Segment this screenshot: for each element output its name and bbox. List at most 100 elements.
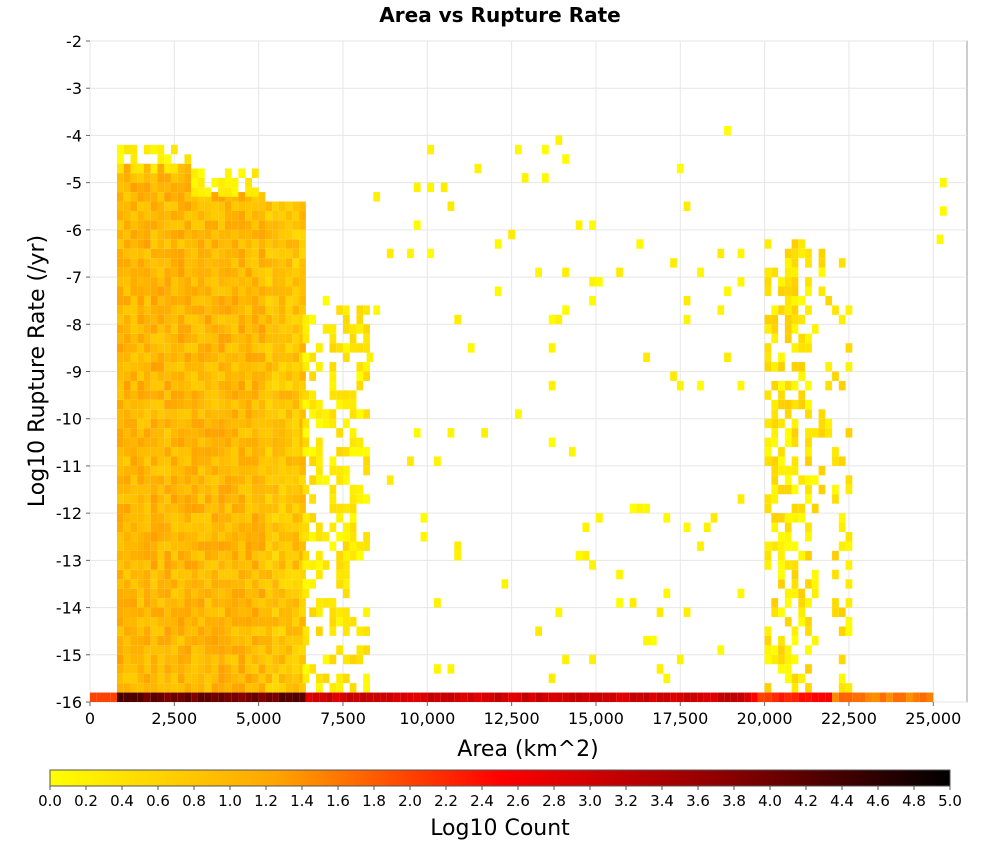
heatmap-cell (764, 314, 772, 325)
heatmap-cell (336, 579, 343, 589)
heatmap-cell (643, 692, 650, 702)
heatmap-cell (184, 192, 192, 202)
heatmap-cell (238, 692, 246, 702)
heatmap-cell (285, 626, 293, 636)
heatmap-cell (363, 305, 370, 315)
heatmap-cell (184, 201, 192, 211)
heatmap-cell (329, 617, 337, 627)
heatmap-cell (197, 598, 205, 608)
heatmap-cell (211, 239, 219, 249)
heatmap-cell (238, 409, 246, 419)
heatmap-cell (582, 692, 590, 702)
heatmap-cell (211, 437, 219, 448)
heatmap-cell (278, 314, 286, 325)
heatmap-cell (589, 295, 596, 306)
heatmap-cell (265, 371, 273, 381)
heatmap-cell (238, 541, 246, 551)
heatmap-cell (798, 607, 806, 618)
heatmap-cell (143, 607, 151, 618)
heatmap-cell (211, 532, 219, 542)
heatmap-cell (177, 598, 185, 608)
heatmap-cell (238, 390, 246, 400)
heatmap-cell (315, 447, 323, 457)
heatmap-cell (454, 692, 462, 702)
heatmap-cell (784, 305, 792, 315)
heatmap-cell (204, 239, 212, 249)
heatmap-cell (218, 626, 225, 636)
heatmap-cell (130, 210, 138, 221)
heatmap-cell (838, 683, 846, 693)
heatmap-cell (116, 617, 124, 627)
heatmap-cell (386, 248, 394, 259)
heatmap-cell (636, 503, 644, 514)
heatmap-cell (191, 314, 198, 325)
heatmap-cell (285, 645, 293, 655)
heatmap-cell (130, 484, 138, 495)
heatmap-cell (191, 362, 198, 372)
heatmap-cell (164, 456, 171, 466)
heatmap-cell (342, 503, 350, 514)
heatmap-cell (285, 513, 293, 523)
heatmap-cell (258, 635, 266, 646)
heatmap-cell (191, 579, 198, 589)
colorbar-tick-label: 2.2 (434, 792, 458, 810)
heatmap-cell (265, 569, 273, 580)
heatmap-cell (764, 683, 772, 693)
heatmap-cell (272, 248, 279, 259)
heatmap-cell (309, 447, 316, 457)
heatmap-cell (238, 456, 246, 466)
heatmap-cell (838, 607, 846, 618)
y-tick-label: -9 (66, 363, 82, 382)
heatmap-cell (258, 239, 266, 249)
heatmap-cell (211, 626, 219, 636)
heatmap-cell (278, 324, 286, 334)
heatmap-cell (177, 201, 185, 211)
heatmap-cell (116, 220, 124, 230)
heatmap-cell (143, 626, 151, 636)
heatmap-cell (157, 588, 165, 599)
heatmap-cell (177, 210, 185, 221)
heatmap-cell (224, 295, 232, 306)
heatmap-cell (278, 484, 286, 495)
heatmap-cell (575, 550, 583, 561)
heatmap-cell (164, 258, 171, 268)
heatmap-cell (245, 673, 252, 684)
heatmap-cell (420, 513, 428, 523)
heatmap-cell (191, 239, 198, 249)
heatmap-cell (278, 220, 286, 230)
heatmap-cell (191, 569, 198, 580)
heatmap-cell (342, 560, 350, 570)
heatmap-cell (170, 645, 178, 655)
heatmap-cell (143, 635, 151, 646)
heatmap-cell (123, 182, 131, 193)
heatmap-cell (123, 683, 131, 693)
heatmap-cell (170, 607, 178, 618)
heatmap-cell (130, 343, 138, 353)
heatmap-cell (123, 144, 131, 155)
heatmap-cell (346, 692, 354, 702)
heatmap-cell (845, 683, 853, 693)
heatmap-cell (204, 286, 212, 296)
heatmap-cell (218, 532, 225, 542)
heatmap-cell (157, 532, 165, 542)
heatmap-cell (764, 267, 772, 278)
heatmap-cell (336, 645, 343, 655)
heatmap-cell (130, 333, 138, 344)
heatmap-cell (309, 475, 316, 485)
heatmap-cell (329, 626, 337, 636)
heatmap-cell (811, 428, 819, 438)
heatmap-cell (204, 314, 212, 325)
colorbar-tick-label: 0.0 (38, 792, 62, 810)
heatmap-cell (238, 579, 246, 589)
heatmap-cell (238, 607, 246, 618)
heatmap-cell (285, 522, 293, 533)
heatmap-cell (123, 560, 131, 570)
heatmap-cell (116, 645, 124, 655)
heatmap-cell (191, 494, 198, 504)
heatmap-cell (130, 399, 138, 410)
heatmap-cell (197, 617, 205, 627)
heatmap-cell (251, 277, 259, 287)
colorbar-tick-label: 5.0 (938, 792, 962, 810)
heatmap-cell (143, 277, 151, 287)
heatmap-cell (272, 550, 279, 561)
